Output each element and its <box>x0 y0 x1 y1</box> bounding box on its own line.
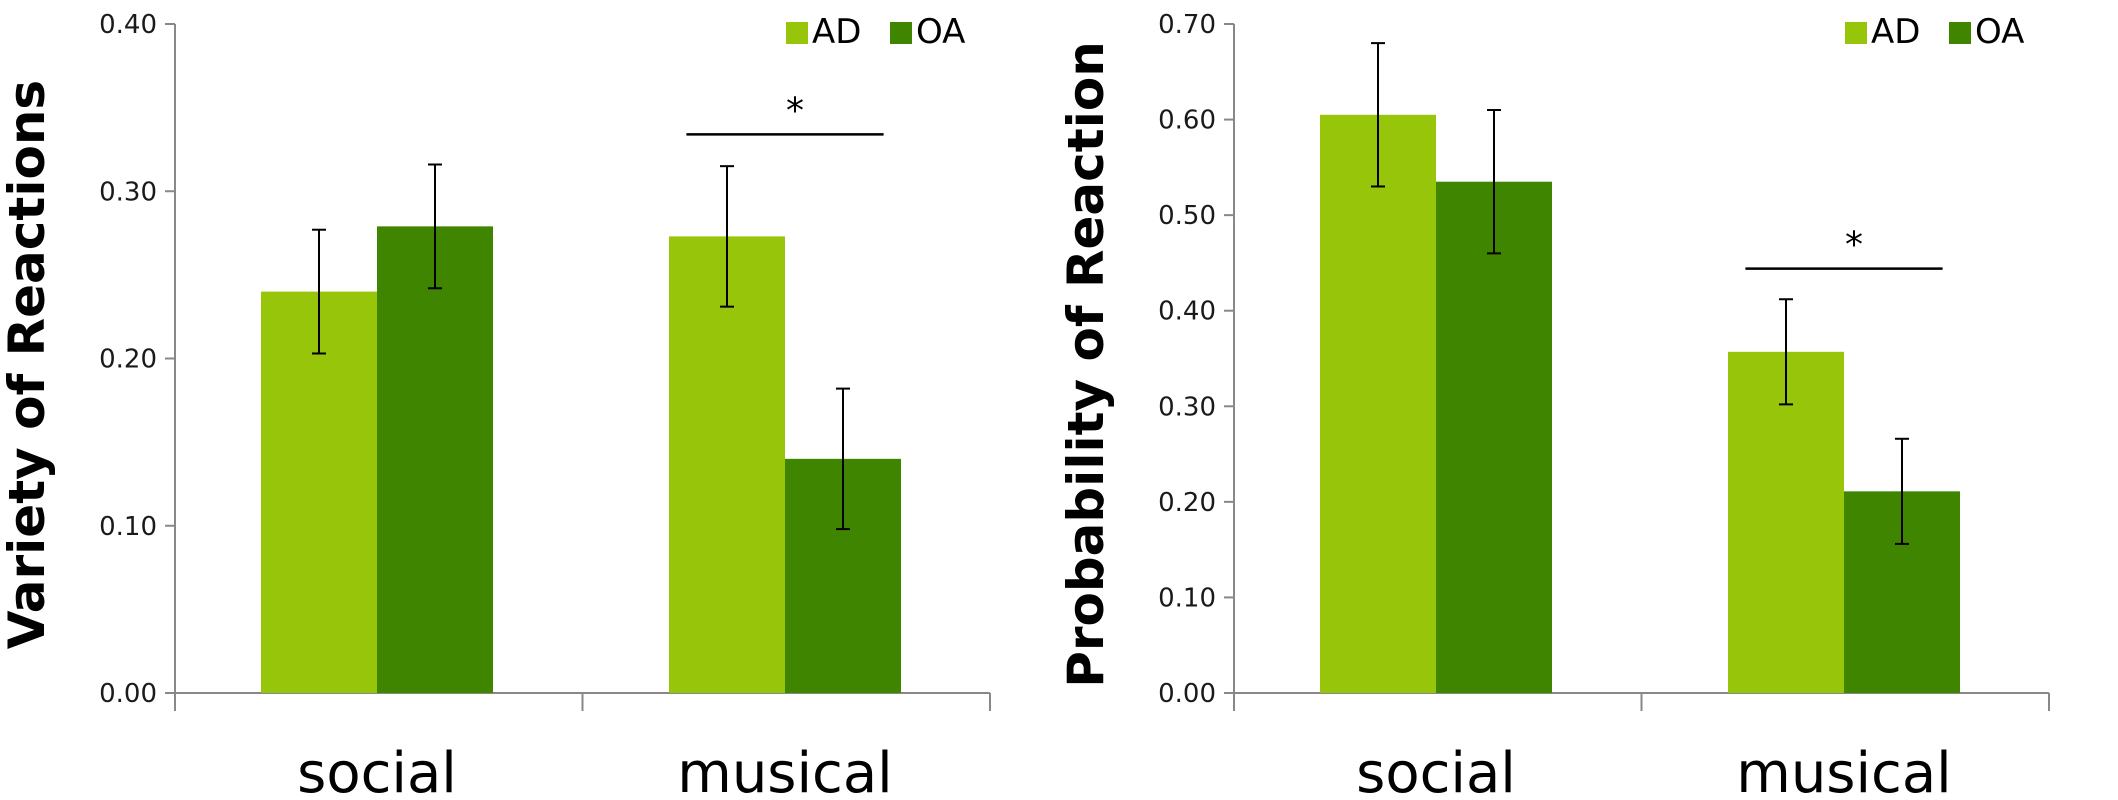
y-tick-label: 0.20 <box>99 345 157 375</box>
bar-OA-social <box>377 226 493 693</box>
significance-marker: * <box>786 90 804 131</box>
chart-panel-probability: Probability of Reaction 0.00 0.10 0.20 0.30 0… <box>1059 0 2118 800</box>
x-category-label-musical: musical <box>677 741 892 800</box>
significance-marker: * <box>1845 225 1863 266</box>
legend-swatch-OA <box>890 22 912 44</box>
bar-OA-social <box>1436 181 1552 693</box>
bar-AD-social <box>261 291 377 693</box>
bar-AD-musical <box>669 236 785 693</box>
y-tick-label: 0.00 <box>1158 679 1216 709</box>
y-tick-label: 0.40 <box>99 10 157 40</box>
y-axis-label: Variety of Reactions <box>0 80 56 649</box>
y-tick-label: 0.20 <box>1158 488 1216 518</box>
legend-swatch-AD <box>786 22 808 44</box>
y-tick-label: 0.70 <box>1158 10 1216 40</box>
legend-swatch-AD <box>1845 22 1867 44</box>
y-tick-label: 0.60 <box>1158 106 1216 136</box>
x-category-label-musical: musical <box>1736 741 1951 800</box>
chart-panel-variety: Variety of Reactions 0.00 0.10 0.20 0.30 0.40… <box>0 10 991 800</box>
y-tick-label: 0.10 <box>1158 583 1216 613</box>
y-tick-label: 0.50 <box>1158 201 1216 231</box>
x-category-label-social: social <box>1356 741 1516 800</box>
x-category-label-social: social <box>297 741 457 800</box>
y-tick-label: 0.30 <box>99 177 157 207</box>
y-tick-label: 0.00 <box>99 679 157 709</box>
legend-label-OA: OA <box>1975 12 2024 52</box>
legend-swatch-OA <box>1949 22 1971 44</box>
y-tick-label: 0.40 <box>1158 297 1216 327</box>
bar-AD-social <box>1320 114 1436 694</box>
y-tick-label: 0.10 <box>99 512 157 542</box>
legend-label-OA: OA <box>916 12 965 52</box>
chart-variety-of-reactions: Variety of Reactions 0.00 0.10 0.20 0.30 0.40… <box>0 10 991 800</box>
legend-label-AD: AD <box>1871 12 1920 52</box>
chart-probability-of-reaction: Probability of Reaction 0.00 0.10 0.20 0.30 0… <box>1059 10 2050 800</box>
legend-label-AD: AD <box>812 12 861 52</box>
y-tick-label: 0.30 <box>1158 392 1216 422</box>
bar-AD-musical <box>1728 351 1844 693</box>
y-axis-label: Probability of Reaction <box>1059 41 1115 688</box>
